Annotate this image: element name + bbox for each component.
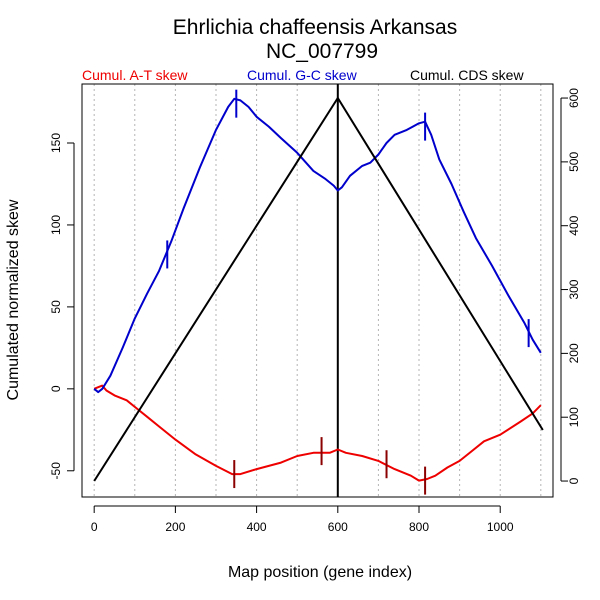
x-tick-label-400: 400 <box>247 520 267 534</box>
legend-gc-skew: Cumul. G-C skew <box>247 67 358 83</box>
x-tick-label-0: 0 <box>91 520 98 534</box>
y2-tick-label-0: 0 <box>567 477 581 484</box>
legend-at-skew: Cumul. A-T skew <box>82 67 188 83</box>
legend-cds-skew: Cumul. CDS skew <box>410 67 524 83</box>
x-tick-label-800: 800 <box>409 520 429 534</box>
chart-title: Ehrlichia chaffeensis Arkansas <box>173 16 457 39</box>
y-tick-label-50: 50 <box>49 300 63 314</box>
y2-tick-label-600: 600 <box>567 88 581 108</box>
y2-tick-label-200: 200 <box>567 343 581 363</box>
y-axis-label: Cumulated normalized skew <box>5 199 22 400</box>
chart-subtitle: NC_007799 <box>266 40 378 63</box>
x-axis-label: Map position (gene index) <box>228 564 412 581</box>
y2-tick-label-100: 100 <box>567 407 581 427</box>
series-lines <box>93 84 544 497</box>
series-markers <box>166 89 530 495</box>
series-line-1 <box>93 384 542 482</box>
series-line-2 <box>93 97 542 394</box>
x-tick-label-600: 600 <box>328 520 348 534</box>
y2-tick-label-500: 500 <box>567 152 581 172</box>
y-tick-label--50: -50 <box>49 462 63 480</box>
y-tick-label-150: 150 <box>49 133 63 153</box>
y2-tick-label-300: 300 <box>567 279 581 299</box>
y-tick-label-100: 100 <box>49 215 63 235</box>
plot-frame <box>81 83 554 498</box>
axes: 0 200 400 600 800 1000 -50 0 50 100 150 0 100 200 300 4… <box>49 88 581 534</box>
series-line-3 <box>93 97 544 482</box>
x-tick-label-200: 200 <box>165 520 185 534</box>
y2-tick-label-400: 400 <box>567 215 581 235</box>
y-tick-label-0: 0 <box>49 385 63 392</box>
x-tick-label-1000: 1000 <box>487 520 514 534</box>
grid-lines <box>93 84 542 497</box>
